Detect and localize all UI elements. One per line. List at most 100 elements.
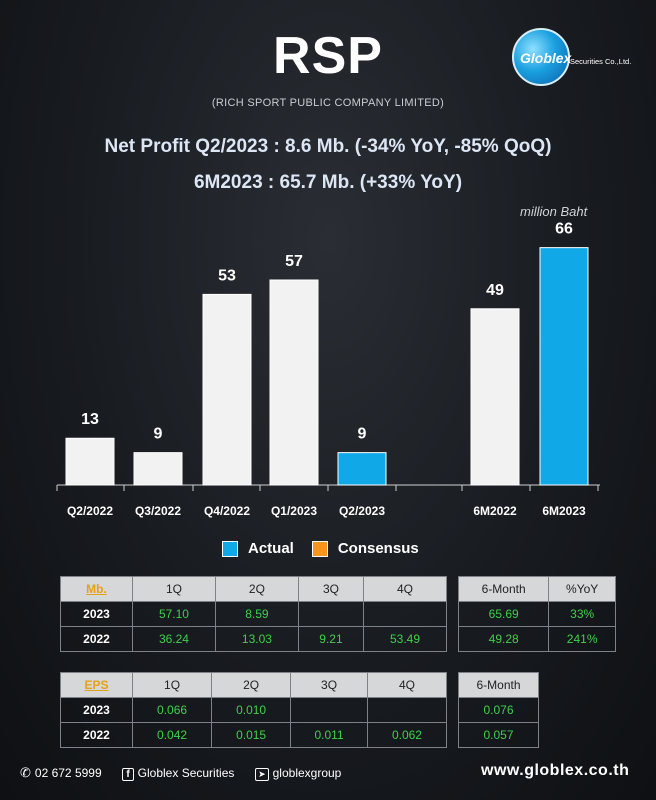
eps-table-header: EPS 1Q 2Q 3Q 4Q bbox=[60, 672, 448, 698]
headline-halfyear: 6M2023 : 65.7 Mb. (+33% YoY) bbox=[193, 172, 463, 193]
mb-table: Mb. 1Q 2Q 3Q 4Q 2023 57.10 8.59 2022 36.… bbox=[60, 576, 447, 652]
legend-actual-swatch bbox=[222, 540, 238, 557]
table-cell: 65.69 bbox=[457, 601, 550, 627]
data-label: 66 bbox=[555, 221, 573, 238]
logo-text: Globlex bbox=[520, 50, 572, 66]
header-yoy: %YoY bbox=[548, 576, 616, 602]
footer: ✆ 02 672 5999 f Globlex Securities ➤ globle… bbox=[0, 760, 656, 788]
table-cell: 241% bbox=[548, 626, 616, 652]
table-row: 65.69 33% bbox=[457, 601, 616, 627]
x-tick-label: Q3/2022 bbox=[135, 504, 181, 518]
mb-table-header: Mb. 1Q 2Q 3Q 4Q bbox=[60, 576, 447, 602]
data-label: 9 bbox=[358, 426, 367, 443]
mb-6month-table: 6-Month %YoY 65.69 33% 49.28 241% bbox=[457, 576, 616, 652]
table-cell: 0.042 bbox=[131, 722, 213, 748]
x-tick-label: Q2/2023 bbox=[339, 504, 385, 518]
row-year: 2022 bbox=[60, 722, 133, 748]
legend-consensus-swatch bbox=[311, 540, 328, 557]
footer-telegram[interactable]: globlexgroup bbox=[272, 766, 342, 780]
chart-legend: Actual Consensus bbox=[222, 540, 419, 557]
x-tick-label: Q1/2023 bbox=[271, 504, 317, 518]
bar-q4-2022 bbox=[202, 293, 252, 486]
footer-website-link[interactable]: www.globlex.co.th bbox=[481, 762, 630, 779]
table-cell: 0.011 bbox=[290, 722, 368, 748]
bar-q2-2023 bbox=[337, 452, 387, 486]
globlex-logo: Globlex Securities Co.,Ltd. bbox=[512, 28, 640, 88]
eps-6month-table: 6-Month 0.076 0.057 bbox=[458, 672, 539, 748]
data-label: 57 bbox=[285, 253, 303, 270]
mb-header-1q: 1Q bbox=[132, 576, 216, 602]
footer-contacts: ✆ 02 672 5999 f Globlex Securities ➤ globle… bbox=[20, 765, 341, 781]
table-row: 2023 57.10 8.59 bbox=[60, 601, 447, 627]
eps-header-2q: 2Q bbox=[211, 672, 292, 698]
eps-header-4q: 4Q bbox=[366, 672, 448, 698]
data-label: 9 bbox=[154, 426, 163, 443]
eps-6month-header: 6-Month bbox=[458, 672, 539, 698]
bar-q2-2022 bbox=[65, 437, 115, 486]
row-year: 2023 bbox=[60, 697, 133, 723]
x-tick-label: 6M2022 bbox=[473, 504, 517, 518]
logo-subtext: Securities Co.,Ltd. bbox=[570, 57, 632, 66]
logo-globe-icon bbox=[512, 28, 570, 86]
data-label: 13 bbox=[81, 411, 99, 428]
data-label: 49 bbox=[486, 282, 504, 299]
eps-table-corner: EPS bbox=[60, 672, 133, 698]
eps-header-3q: 3Q bbox=[290, 672, 368, 698]
eps-header-1q: 1Q bbox=[131, 672, 213, 698]
table-row: 2022 0.042 0.015 0.011 0.062 bbox=[60, 722, 448, 748]
table-cell: 0.010 bbox=[211, 697, 292, 723]
data-label: 53 bbox=[218, 267, 236, 284]
table-cell: 57.10 bbox=[132, 601, 216, 627]
eps-table: EPS 1Q 2Q 3Q 4Q 2023 0.066 0.010 2022 0.… bbox=[60, 672, 448, 748]
table-cell: 36.24 bbox=[132, 626, 216, 652]
header-6month: 6-Month bbox=[457, 576, 550, 602]
bar-6m2022 bbox=[470, 308, 520, 486]
phone-icon: ✆ bbox=[20, 765, 31, 780]
mb-header-3q: 3Q bbox=[297, 576, 365, 602]
row-year: 2023 bbox=[60, 601, 133, 627]
table-cell: 0.057 bbox=[458, 722, 539, 748]
table-cell: 8.59 bbox=[214, 601, 299, 627]
table-row: 0.057 bbox=[458, 722, 539, 748]
footer-phone: 02 672 5999 bbox=[34, 766, 102, 780]
x-tick-label: Q2/2022 bbox=[67, 504, 113, 518]
row-year: 2022 bbox=[60, 626, 133, 652]
bar-q1-2023 bbox=[269, 279, 319, 486]
table-cell bbox=[363, 601, 447, 627]
table-cell: 49.28 bbox=[457, 626, 550, 652]
footer-facebook[interactable]: Globlex Securities bbox=[137, 766, 235, 780]
x-tick-label: Q4/2022 bbox=[204, 504, 250, 518]
mb-6month-header: 6-Month %YoY bbox=[457, 576, 616, 602]
table-row: 0.076 bbox=[458, 697, 539, 723]
table-cell bbox=[297, 601, 365, 627]
table-cell: 0.066 bbox=[131, 697, 213, 723]
table-cell: 33% bbox=[548, 601, 616, 627]
unit-label: million Baht bbox=[520, 204, 588, 219]
company-name: (RICH SPORT PUBLIC COMPANY LIMITED) bbox=[211, 97, 445, 109]
mb-header-4q: 4Q bbox=[363, 576, 447, 602]
mb-table-corner: Mb. bbox=[60, 576, 133, 602]
table-cell bbox=[290, 697, 368, 723]
table-cell: 0.076 bbox=[458, 697, 539, 723]
net-profit-bar-chart: 13 Q2/2022 9 Q3/2022 53 Q4/2022 57 Q1/2023 9 Q2/2… bbox=[56, 221, 600, 518]
table-cell: 0.015 bbox=[211, 722, 292, 748]
table-row: 2023 0.066 0.010 bbox=[60, 697, 448, 723]
mb-header-2q: 2Q bbox=[214, 576, 299, 602]
legend-actual-label: Actual bbox=[248, 540, 294, 557]
table-cell: 9.21 bbox=[297, 626, 365, 652]
legend-consensus-label: Consensus bbox=[337, 540, 419, 557]
table-row: 2022 36.24 13.03 9.21 53.49 bbox=[60, 626, 447, 652]
bar-q3-2022 bbox=[133, 452, 183, 486]
telegram-icon: ➤ bbox=[255, 768, 269, 781]
facebook-icon: f bbox=[122, 768, 134, 781]
ticker-title: RSP bbox=[273, 27, 383, 85]
table-cell: 0.062 bbox=[366, 722, 448, 748]
headline-quarter: Net Profit Q2/2023 : 8.6 Mb. (-34% YoY, … bbox=[104, 136, 552, 157]
table-cell bbox=[366, 697, 448, 723]
bar-6m2023 bbox=[539, 247, 589, 486]
x-tick-label: 6M2023 bbox=[542, 504, 586, 518]
table-cell: 13.03 bbox=[214, 626, 299, 652]
table-cell: 53.49 bbox=[363, 626, 447, 652]
header-6month: 6-Month bbox=[458, 672, 539, 698]
table-row: 49.28 241% bbox=[457, 626, 616, 652]
